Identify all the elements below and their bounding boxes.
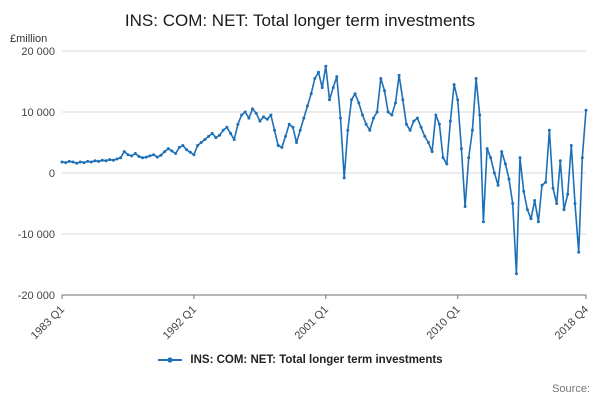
svg-text:2001 Q1: 2001 Q1 — [293, 304, 331, 342]
chart-canvas: 20 000 10 000 0 -10 000 -20 000 1983 Q1 1992 Q… — [18, 46, 591, 342]
y-tick-labels: 20 000 10 000 0 -10 000 -20 000 — [18, 46, 55, 302]
svg-text:1983 Q1: 1983 Q1 — [29, 304, 67, 342]
svg-text:2018 Q4: 2018 Q4 — [553, 304, 591, 342]
legend-line-marker-icon — [158, 357, 183, 363]
svg-text:20 000: 20 000 — [21, 46, 55, 58]
data-point-markers — [60, 64, 588, 276]
x-tick-labels: 1983 Q1 1992 Q1 2001 Q1 2010 Q1 2018 Q4 — [29, 295, 591, 342]
chart-title: INS: COM: NET: Total longer term investm… — [124, 11, 476, 30]
svg-text:-20 000: -20 000 — [18, 290, 55, 302]
svg-text:0: 0 — [49, 168, 55, 180]
legend: INS: COM: NET: Total longer term investm… — [0, 354, 600, 366]
svg-text:10 000: 10 000 — [21, 107, 55, 119]
data-line — [61, 65, 587, 275]
svg-text:2010 Q1: 2010 Q1 — [425, 304, 463, 342]
y-axis-unit-label: £million — [10, 33, 48, 45]
source-label: Source: — [552, 383, 590, 395]
svg-text:-10 000: -10 000 — [18, 229, 55, 241]
legend-label: INS: COM: NET: Total longer term investm… — [190, 354, 443, 366]
svg-text:1992 Q1: 1992 Q1 — [161, 304, 199, 342]
